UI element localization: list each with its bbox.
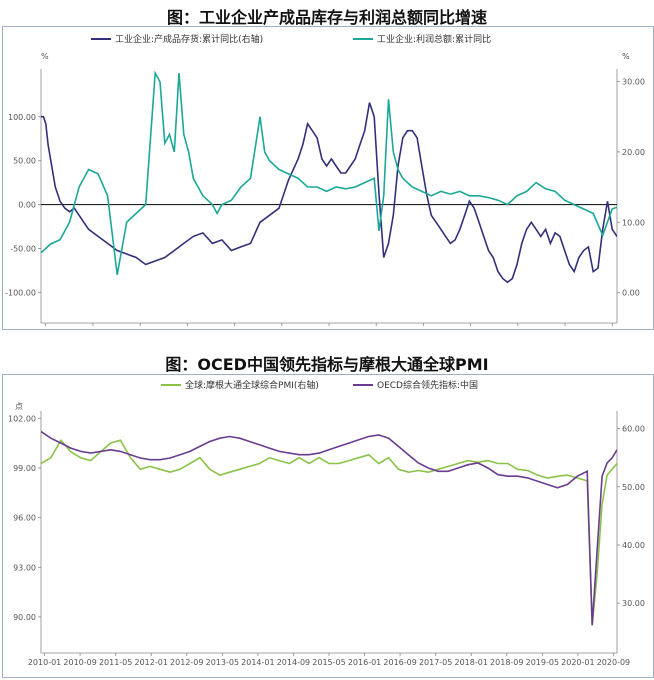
x-tick-label: 2020-09 — [597, 658, 630, 667]
right-tick-label: 30.00 — [622, 599, 645, 608]
legend-label-1: 工业企业:产成品存货:累计同比(右轴) — [115, 33, 263, 45]
chart2-svg: 点 102.00 99.00 96.00 93.00 90.00 60.00 50.00 40.… — [8, 379, 645, 667]
x-tick-label: 2006-12 — [312, 328, 345, 329]
left-tick-label: -50.00 — [10, 244, 36, 253]
x-tick-label: 2020-06 — [596, 328, 629, 329]
x-tick-label: 2016-01 — [348, 658, 381, 667]
right-tick-label: 40.00 — [622, 541, 645, 550]
x-tick-label: 2014-12 — [454, 328, 487, 329]
left-tick-label: 0.00 — [18, 201, 36, 210]
chart2-title: 图：OCED中国领先指标与摩根大通全球PMI — [165, 355, 489, 374]
x-tick-label: 2011-05 — [359, 328, 392, 329]
x-tick-label: 2001-07 — [171, 328, 204, 329]
x-tick-label: 2018-01 — [455, 658, 488, 667]
x-tick-label: 2012-01 — [135, 658, 168, 667]
x-tick-label: 1996-02 — [29, 328, 62, 329]
right-tick-label: 0.00 — [622, 289, 640, 298]
x-tick-label: 1999-09 — [123, 328, 156, 329]
right-tick-label: 50.00 — [622, 483, 645, 492]
x-tick-label: 2010-01 — [28, 658, 61, 667]
x-tick-label: 1997-11 — [76, 328, 109, 329]
x-tick-label: 2010-09 — [63, 658, 96, 667]
left-tick-label: 90.00 — [13, 613, 36, 622]
series-line-2 — [41, 70, 617, 275]
x-tick-label: 2018-08 — [548, 328, 581, 329]
left-tick-label: 93.00 — [13, 563, 36, 572]
x-tick-label: 2013-05 — [206, 658, 239, 667]
x-tick-label: 2016-09 — [383, 658, 416, 667]
x-tick-label: 2016-10 — [501, 328, 534, 329]
series-line-1 — [41, 438, 617, 626]
series-line-1 — [41, 102, 617, 284]
left-tick-label: 96.00 — [13, 514, 36, 523]
left-unit-label: 点 — [15, 402, 23, 411]
legend-label-1: 全球:摩根大通全球综合PMI(右轴) — [185, 379, 319, 391]
left-tick-label: 99.00 — [13, 464, 36, 473]
chart1-plot: % % 100.00 50.00 0.00 -50.00 -100.00 30.00 20.00… — [5, 33, 645, 329]
right-tick-label: 60.00 — [622, 425, 645, 434]
chart1-panel: %% 100.00 50.00 0.00 -50.00 -100.00 30.00 20.00… — [2, 26, 654, 330]
x-tick-label: 2011-05 — [99, 658, 132, 667]
x-tick-label: 2013-03 — [407, 328, 440, 329]
x-tick-label: 2020-01 — [561, 658, 594, 667]
left-tick-label: 100.00 — [8, 113, 36, 122]
x-tick-label: 2014-09 — [277, 658, 310, 667]
left-tick-label: 102.00 — [8, 414, 36, 423]
legend-label-2: OECD综合领先指标:中国 — [377, 379, 478, 391]
x-tick-label: 2018-09 — [490, 658, 523, 667]
right-tick-label: 20.00 — [622, 148, 645, 157]
chart1-svg: % % 100.00 50.00 0.00 -50.00 -100.00 30.00 20.00… — [5, 33, 645, 329]
left-tick-label: -100.00 — [5, 288, 36, 297]
x-tick-label: 2005-03 — [265, 328, 298, 329]
right-tick-label: 30.00 — [622, 77, 645, 86]
x-tick-label: 2003-05 — [218, 328, 251, 329]
chart2-panel: 点 102.00 99.00 96.00 93.00 90.00 60.00 50.00 40.… — [2, 374, 654, 678]
left-tick-label: 50.00 — [13, 157, 36, 166]
series-line-2 — [41, 430, 617, 626]
left-unit-label: % — [41, 52, 49, 61]
x-tick-label: 2015-05 — [312, 658, 345, 667]
x-tick-label: 2014-01 — [241, 658, 274, 667]
chart2-plot: 点 102.00 99.00 96.00 93.00 90.00 60.00 50.00 40.… — [8, 379, 645, 667]
x-tick-label: 2019-05 — [526, 658, 559, 667]
right-unit-label: % — [622, 52, 630, 61]
legend-label-2: 工业企业:利润总额:累计同比 — [377, 33, 491, 45]
right-tick-label: 10.00 — [622, 218, 645, 227]
chart1-title: 图：工业企业产成品库存与利润总额同比增速 — [166, 8, 487, 27]
x-tick-label: 2017-05 — [419, 658, 452, 667]
x-tick-label: 2012-09 — [170, 658, 203, 667]
